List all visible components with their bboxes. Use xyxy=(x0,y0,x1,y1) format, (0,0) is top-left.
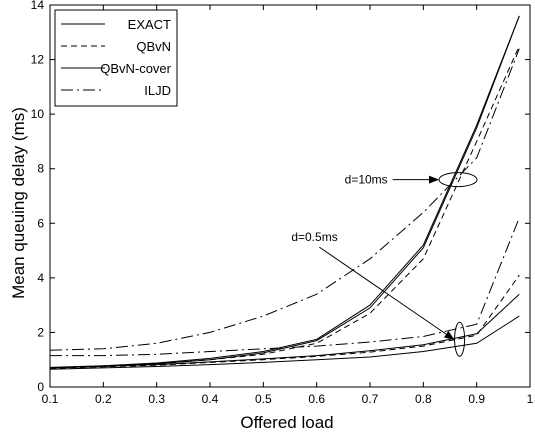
legend-label: EXACT xyxy=(128,17,171,32)
annotation-label-10ms: d=10ms xyxy=(345,173,388,187)
legend-box xyxy=(54,9,178,107)
series-line-iljd-d10ms xyxy=(49,48,520,351)
x-tick-label: 0.9 xyxy=(468,392,485,406)
legend-label: QBvN xyxy=(136,39,171,54)
legend-label: ILJD xyxy=(144,83,171,98)
x-tick-label: 0.8 xyxy=(415,392,432,406)
series-layer xyxy=(49,15,520,370)
series-line-iljd-d05ms xyxy=(50,217,520,357)
y-tick-label: 6 xyxy=(37,216,44,230)
x-tick-label: 0.4 xyxy=(202,392,219,406)
y-tick-label: 12 xyxy=(31,53,45,67)
x-tick-label: 0.3 xyxy=(148,392,165,406)
y-tick-label: 8 xyxy=(37,162,44,176)
legend-label: QBvN-cover xyxy=(100,61,171,76)
y-tick-label: 4 xyxy=(37,271,44,285)
x-tick-label: 0.5 xyxy=(255,392,272,406)
series-line-qbvn-d05ms xyxy=(49,274,520,369)
annotation-ellipse-05ms xyxy=(454,321,466,357)
y-tick-label: 0 xyxy=(37,380,44,394)
series-line-exact-d05ms xyxy=(49,315,520,370)
annotation-label-05ms: d=0.5ms xyxy=(291,230,337,244)
x-tick-label: 0.1 xyxy=(42,392,59,406)
y-tick-label: 10 xyxy=(31,107,45,121)
x-tick-label: 0.6 xyxy=(308,392,325,406)
y-axis-label: Mean queuing delay (ms) xyxy=(9,107,28,299)
legend: EXACT QBvN QBvN-cover ILJD xyxy=(54,9,178,107)
annotation-ellipse-10ms xyxy=(438,172,478,188)
y-tick-label: 2 xyxy=(37,325,44,339)
annotation-layer: d=10ms d=0.5ms xyxy=(291,172,478,357)
annotation-arrow-05ms xyxy=(319,246,455,340)
x-tick-label: 1 xyxy=(527,392,534,406)
y-tick-label: 14 xyxy=(31,0,45,12)
x-axis-label: Offered load xyxy=(240,413,333,432)
x-tick-label: 0.2 xyxy=(95,392,112,406)
x-tick-label: 0.7 xyxy=(362,392,379,406)
